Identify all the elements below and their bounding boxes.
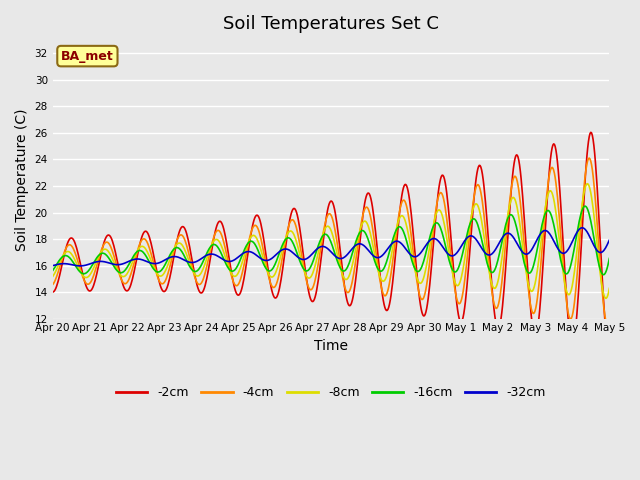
-32cm bbox=[399, 243, 407, 249]
-8cm bbox=[602, 295, 609, 301]
Line: -8cm: -8cm bbox=[52, 184, 609, 298]
-32cm bbox=[416, 251, 424, 257]
-2cm bbox=[173, 240, 180, 246]
-2cm bbox=[415, 290, 423, 296]
-16cm bbox=[599, 272, 607, 277]
-16cm bbox=[605, 255, 613, 261]
-4cm bbox=[59, 254, 67, 260]
-8cm bbox=[605, 286, 613, 291]
Title: Soil Temperatures Set C: Soil Temperatures Set C bbox=[223, 15, 439, 33]
-2cm bbox=[49, 289, 56, 295]
-8cm bbox=[415, 279, 423, 285]
-2cm bbox=[587, 130, 595, 135]
-4cm bbox=[116, 274, 124, 279]
-4cm bbox=[415, 289, 423, 295]
Line: -32cm: -32cm bbox=[52, 228, 609, 266]
-32cm bbox=[117, 262, 125, 267]
-16cm bbox=[415, 268, 423, 274]
-4cm bbox=[399, 198, 406, 204]
-8cm bbox=[49, 274, 56, 279]
-2cm bbox=[59, 259, 67, 264]
-4cm bbox=[173, 239, 180, 244]
-32cm bbox=[605, 237, 613, 243]
-32cm bbox=[77, 263, 84, 269]
-2cm bbox=[202, 279, 210, 285]
Text: BA_met: BA_met bbox=[61, 49, 114, 62]
X-axis label: Time: Time bbox=[314, 339, 348, 353]
-8cm bbox=[59, 253, 67, 259]
-8cm bbox=[584, 181, 591, 187]
Line: -16cm: -16cm bbox=[52, 206, 609, 275]
-8cm bbox=[399, 213, 406, 219]
-32cm bbox=[203, 252, 211, 258]
-2cm bbox=[605, 349, 613, 355]
-2cm bbox=[399, 188, 406, 194]
-16cm bbox=[59, 254, 67, 260]
-16cm bbox=[202, 252, 210, 258]
Line: -4cm: -4cm bbox=[52, 158, 609, 325]
-2cm bbox=[116, 271, 124, 276]
-4cm bbox=[202, 267, 210, 273]
-4cm bbox=[49, 282, 56, 288]
-4cm bbox=[586, 155, 593, 161]
Line: -2cm: -2cm bbox=[52, 132, 609, 352]
Y-axis label: Soil Temperature (C): Soil Temperature (C) bbox=[15, 108, 29, 251]
-32cm bbox=[49, 263, 56, 268]
-32cm bbox=[59, 261, 67, 266]
-16cm bbox=[582, 204, 589, 209]
-32cm bbox=[579, 225, 586, 231]
-8cm bbox=[116, 272, 124, 277]
-8cm bbox=[202, 258, 210, 264]
-32cm bbox=[173, 254, 181, 260]
-16cm bbox=[173, 245, 180, 251]
-4cm bbox=[604, 322, 612, 328]
Legend: -2cm, -4cm, -8cm, -16cm, -32cm: -2cm, -4cm, -8cm, -16cm, -32cm bbox=[111, 381, 551, 404]
-16cm bbox=[49, 268, 56, 274]
-16cm bbox=[399, 227, 406, 233]
-4cm bbox=[605, 319, 613, 324]
-16cm bbox=[116, 270, 124, 276]
-8cm bbox=[173, 242, 180, 248]
